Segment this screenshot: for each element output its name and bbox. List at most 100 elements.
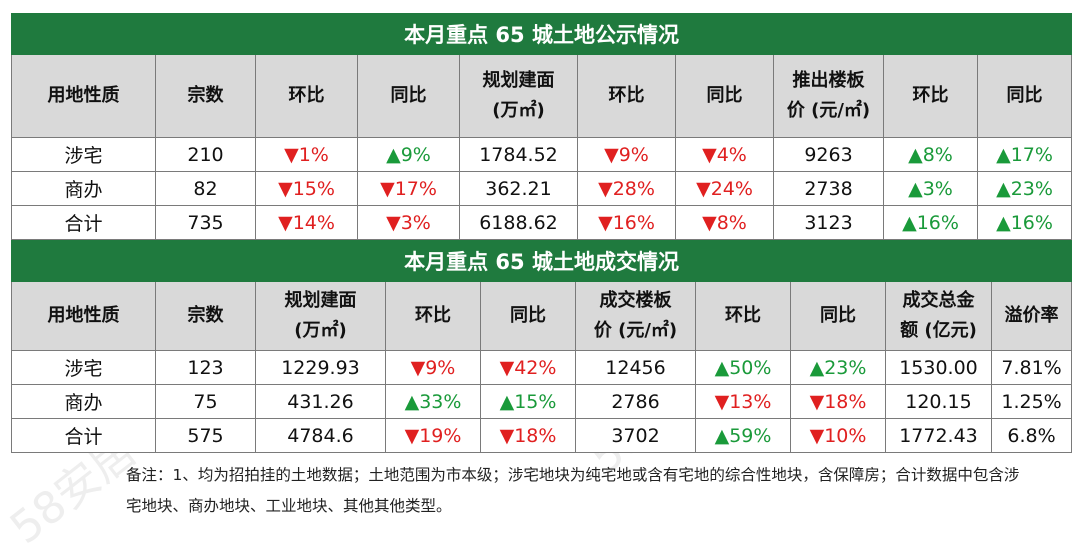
cell-name: 涉宅 xyxy=(11,350,156,385)
cell-area_mom: ▼19% xyxy=(385,418,481,453)
column-header-line: 规划建面 xyxy=(284,290,357,311)
column-header: 环比 xyxy=(577,54,676,138)
cell-yoy: ▼3% xyxy=(357,205,460,240)
column-header-line: (万㎡) xyxy=(492,100,545,121)
table-title: 本月重点 65 城土地公示情况 xyxy=(10,13,1073,55)
cell-area_yoy: ▼42% xyxy=(480,350,576,385)
cell-area_yoy: ▲15% xyxy=(480,384,576,419)
cell-price_mom: ▲59% xyxy=(695,418,791,453)
cell-yoy: ▲9% xyxy=(357,137,460,172)
cell-count: 575 xyxy=(155,418,256,453)
cell-area_mom: ▼16% xyxy=(577,205,676,240)
cell-area_yoy: ▼4% xyxy=(675,137,774,172)
cell-area: 362.21 xyxy=(459,171,578,206)
table-title: 本月重点 65 城土地成交情况 xyxy=(10,240,1073,282)
cell-price_yoy: ▼10% xyxy=(790,418,886,453)
column-header: 用地性质 xyxy=(11,281,156,351)
cell-price: 3123 xyxy=(773,205,884,240)
column-header: 宗数 xyxy=(155,54,256,138)
column-header: 环比 xyxy=(255,54,358,138)
cell-name: 合计 xyxy=(11,205,156,240)
column-header-line: 环比 xyxy=(415,305,451,326)
cell-mom: ▼1% xyxy=(255,137,358,172)
column-header: 宗数 xyxy=(155,281,256,351)
column-header-line: 同比 xyxy=(1006,85,1043,106)
column-header-line: 规划建面 xyxy=(482,70,555,91)
cell-area_yoy: ▼24% xyxy=(675,171,774,206)
column-header: 规划建面 (万㎡) xyxy=(459,54,578,138)
cell-name: 涉宅 xyxy=(11,137,156,172)
cell-amount: 1772.43 xyxy=(885,418,992,453)
cell-area: 1229.93 xyxy=(255,350,386,385)
cell-premium: 1.25% xyxy=(990,384,1073,419)
table-row: 合计 575 4784.6 ▼19% ▼18% 3702 ▲59% ▼10% 1772.43 6.… xyxy=(11,418,1073,453)
cell-price_mom: ▲3% xyxy=(883,171,978,206)
land-publicity-table: 本月重点 65 城土地公示情况 用地性质 宗数 环比 同比 规划建面 (万㎡) 环比 同比 推出… xyxy=(10,13,1073,240)
cell-name: 商办 xyxy=(11,171,156,206)
table-row: 商办 75 431.26 ▲33% ▲15% 2786 ▼13% ▼18% 120.15 1.25… xyxy=(11,384,1073,419)
cell-mom: ▼14% xyxy=(255,205,358,240)
cell-price: 12456 xyxy=(575,350,696,385)
cell-area_mom: ▲33% xyxy=(385,384,481,419)
cell-price: 2786 xyxy=(575,384,696,419)
cell-count: 123 xyxy=(155,350,256,385)
column-header-line: (万㎡) xyxy=(294,320,347,341)
cell-price: 2738 xyxy=(773,171,884,206)
column-header-line: 环比 xyxy=(288,85,325,106)
cell-area: 6188.62 xyxy=(459,205,578,240)
column-header: 同比 xyxy=(357,54,460,138)
cell-area_mom: ▼28% xyxy=(577,171,676,206)
cell-price_yoy: ▲23% xyxy=(976,171,1073,206)
cell-count: 735 xyxy=(155,205,256,240)
cell-price_yoy: ▼18% xyxy=(790,384,886,419)
table-row: 商办 82 ▼15% ▼17% 362.21 ▼28% ▼24% 2738 ▲3% ▲23% xyxy=(11,171,1073,206)
column-header: 成交总金额 (亿元) xyxy=(885,281,992,351)
column-header-line: 用地性质 xyxy=(47,305,120,326)
cell-area: 431.26 xyxy=(255,384,386,419)
column-header-line: 推出楼板 xyxy=(792,70,865,91)
column-header: 同比 xyxy=(976,54,1073,138)
cell-price_yoy: ▲16% xyxy=(976,205,1073,240)
column-header-line: 价 (元/㎡) xyxy=(786,100,871,121)
cell-area: 4784.6 xyxy=(255,418,386,453)
cell-price_yoy: ▲23% xyxy=(790,350,886,385)
cell-area_mom: ▼9% xyxy=(577,137,676,172)
cell-amount: 120.15 xyxy=(885,384,992,419)
column-header-line: 同比 xyxy=(390,85,427,106)
column-header: 同比 xyxy=(480,281,576,351)
column-header: 成交楼板价 (元/㎡) xyxy=(575,281,696,351)
column-header: 规划建面 (万㎡) xyxy=(255,281,386,351)
cell-count: 210 xyxy=(155,137,256,172)
column-header-line: 成交总金 xyxy=(902,290,975,311)
table-row: 涉宅 210 ▼1% ▲9% 1784.52 ▼9% ▼4% 9263 ▲8% ▲17% xyxy=(11,137,1073,172)
column-header-line: 价 (元/㎡) xyxy=(593,320,678,341)
cell-price_yoy: ▲17% xyxy=(976,137,1073,172)
cell-price_mom: ▲16% xyxy=(883,205,978,240)
cell-area_yoy: ▼8% xyxy=(675,205,774,240)
cell-area: 1784.52 xyxy=(459,137,578,172)
cell-amount: 1530.00 xyxy=(885,350,992,385)
column-header-line: 环比 xyxy=(608,85,645,106)
cell-area_mom: ▼9% xyxy=(385,350,481,385)
column-header-line: 宗数 xyxy=(187,305,224,326)
cell-area_yoy: ▼18% xyxy=(480,418,576,453)
cell-mom: ▼15% xyxy=(255,171,358,206)
table-row: 合计 735 ▼14% ▼3% 6188.62 ▼16% ▼8% 3123 ▲16% ▲16% xyxy=(11,205,1073,240)
footnote: 备注：1、均为招拍挂的土地数据；土地范围为市本级；涉宅地块为纯宅地或含有宅地的综… xyxy=(126,466,1020,515)
cell-price: 9263 xyxy=(773,137,884,172)
column-header: 环比 xyxy=(695,281,791,351)
cell-name: 合计 xyxy=(11,418,156,453)
column-header-line: 环比 xyxy=(725,305,761,326)
column-header: 推出楼板价 (元/㎡) xyxy=(773,54,884,138)
cell-price_mom: ▲50% xyxy=(695,350,791,385)
column-header-line: 同比 xyxy=(820,305,856,326)
column-header: 环比 xyxy=(385,281,481,351)
column-header-line: 溢价率 xyxy=(1004,305,1059,326)
column-header-line: 同比 xyxy=(510,305,546,326)
column-header: 同比 xyxy=(675,54,774,138)
cell-price_mom: ▲8% xyxy=(883,137,978,172)
column-header-line: 用地性质 xyxy=(47,85,120,106)
cell-premium: 7.81% xyxy=(990,350,1073,385)
cell-price_mom: ▼13% xyxy=(695,384,791,419)
land-transaction-table: 本月重点 65 城土地成交情况 用地性质 宗数 规划建面 (万㎡) 环比 同比 成交楼板价 … xyxy=(10,240,1073,453)
